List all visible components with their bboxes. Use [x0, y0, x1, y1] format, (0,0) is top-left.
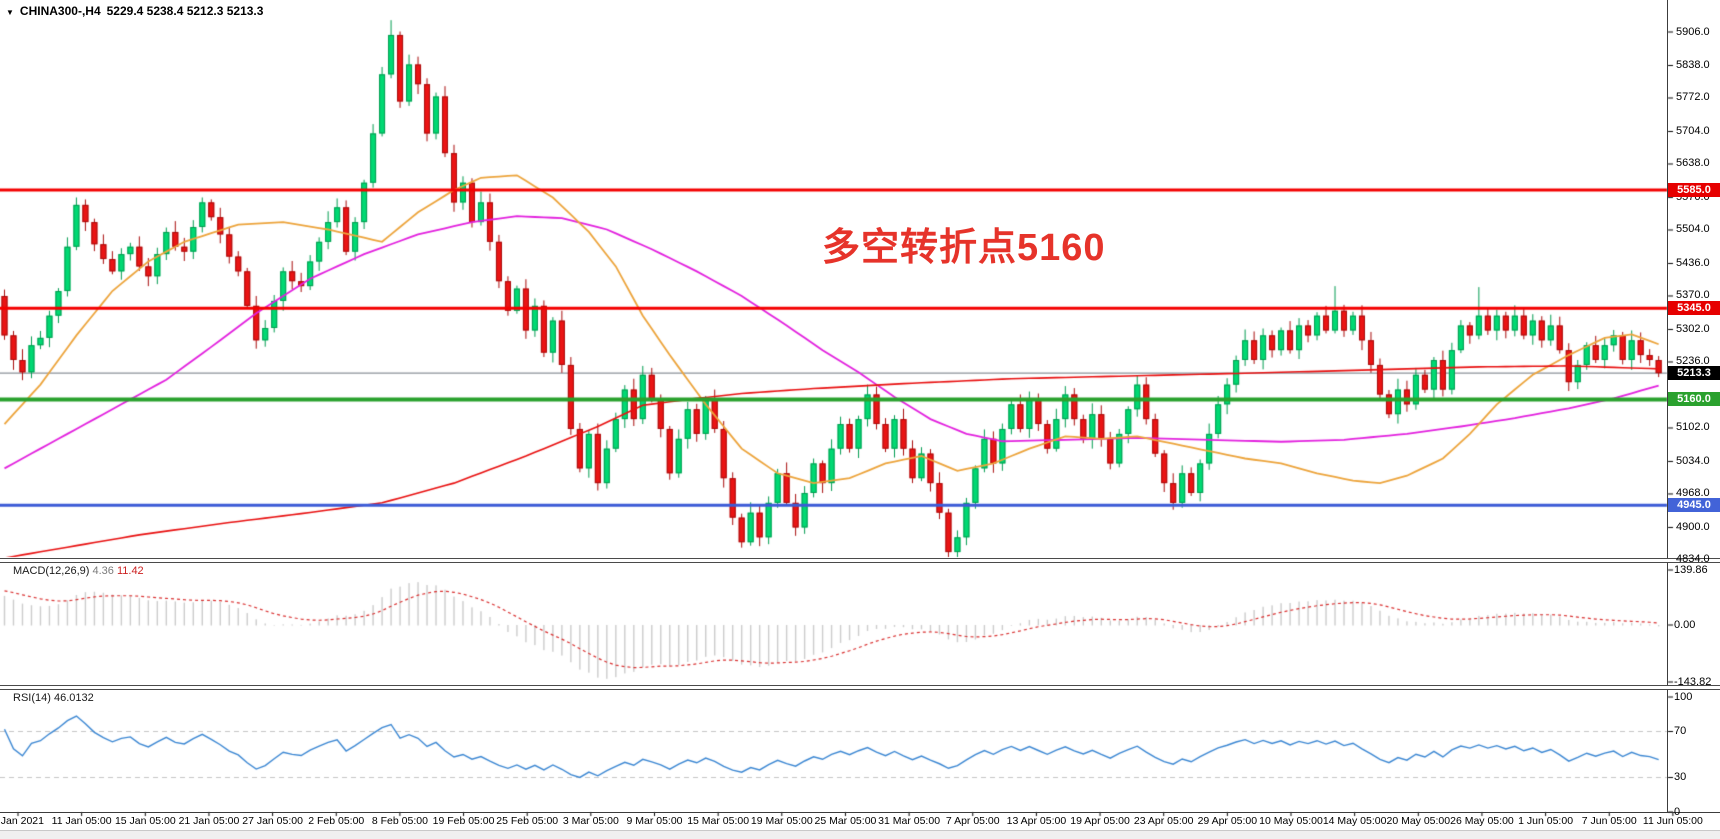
time-axis-label: 25 Feb 05:00 — [496, 815, 559, 827]
time-axis-label: 10 May 05:00 — [1259, 815, 1323, 827]
price-axis-label: 5906.0 — [1676, 25, 1710, 38]
price-badge[interactable]: 5585.0 — [1668, 183, 1720, 198]
price-axis-label: 5772.0 — [1676, 91, 1710, 104]
chart-title: ▼ CHINA300-,H4 5229.4 5238.4 5212.3 5213… — [6, 4, 263, 18]
rsi-axis-label: 70 — [1674, 725, 1687, 737]
price-badge[interactable]: 5213.3 — [1668, 366, 1720, 381]
symbol-dropdown-icon[interactable]: ▼ — [6, 7, 14, 17]
time-axis-label: 1 Jun 05:00 — [1518, 815, 1574, 827]
macd-axis-label: 0.00 — [1674, 618, 1696, 631]
time-axis-label: 21 Jan 05:00 — [178, 815, 240, 827]
time-axis-label: 29 Apr 05:00 — [1197, 815, 1258, 827]
macd-axis-label: 139.86 — [1674, 563, 1708, 576]
price-axis-label: 5838.0 — [1676, 58, 1710, 71]
price-axis-label: 5236.0 — [1676, 355, 1710, 368]
time-axis-label: 19 Feb 05:00 — [432, 815, 495, 827]
time-axis-label: 20 May 05:00 — [1386, 815, 1451, 827]
price-axis-label: 5504.0 — [1676, 223, 1710, 236]
ohlc-values: 5229.4 5238.4 5212.3 5213.3 — [106, 4, 264, 18]
time-axis-label: 5 Jan 2021 — [0, 815, 44, 827]
price-badge[interactable]: 4945.0 — [1668, 498, 1720, 513]
price-axis-border — [1667, 0, 1668, 812]
symbol-timeframe-label: CHINA300-,H4 — [19, 4, 101, 18]
time-axis-label: 3 Mar 05:00 — [562, 815, 619, 827]
macd-signal-value: 11.42 — [116, 565, 144, 577]
price-axis-label: 5704.0 — [1676, 124, 1710, 137]
time-axis-label: 23 Apr 05:00 — [1133, 815, 1194, 827]
price-axis-label: 5302.0 — [1676, 322, 1710, 335]
rsi-axis-label: 100 — [1674, 690, 1693, 703]
price-axis-label: 5034.0 — [1676, 454, 1710, 467]
time-axis-label: 13 Apr 05:00 — [1006, 815, 1067, 827]
time-axis-label: 14 May 05:00 — [1322, 815, 1387, 827]
time-axis-label: 15 Jan 05:00 — [114, 815, 176, 827]
time-axis-label: 7 Apr 05:00 — [945, 815, 1000, 827]
time-axis-label: 25 Mar 05:00 — [814, 815, 877, 827]
time-axis-border — [0, 812, 1720, 813]
price-axis-label: 5102.0 — [1676, 421, 1710, 434]
time-axis-label: 11 Jun 05:00 — [1642, 815, 1703, 827]
time-axis-label: 2 Feb 05:00 — [308, 815, 365, 827]
panel-separator-rsi[interactable] — [0, 685, 1720, 690]
macd-indicator-label: MACD(12,26,9) 4.36 11.42 — [13, 565, 144, 577]
price-axis-label: 5436.0 — [1676, 256, 1710, 269]
price-badge[interactable]: 5160.0 — [1668, 392, 1720, 407]
time-axis-label: 7 Jun 05:00 — [1581, 815, 1637, 827]
price-axis-label: 4834.0 — [1676, 553, 1710, 566]
rsi-axis-label: 30 — [1674, 771, 1687, 783]
panel-separator-macd[interactable] — [0, 558, 1720, 563]
time-axis-label: 19 Apr 05:00 — [1070, 815, 1130, 827]
price-axis-label: 4968.0 — [1676, 487, 1710, 500]
time-axis-label: 8 Feb 05:00 — [371, 815, 428, 827]
price-axis-label: 4900.0 — [1676, 520, 1710, 533]
time-axis-label: 11 Jan 05:00 — [51, 815, 112, 827]
macd-main-value: 4.36 — [92, 565, 114, 577]
time-axis-label: 15 Mar 05:00 — [687, 815, 750, 827]
time-axis-label: 19 Mar 05:00 — [750, 815, 813, 827]
price-axis-label: 5638.0 — [1676, 157, 1710, 170]
time-axis-label: 26 May 05:00 — [1450, 815, 1514, 827]
rsi-axis-label: 0 — [1674, 805, 1681, 818]
time-axis-label: 27 Jan 05:00 — [242, 815, 303, 827]
annotation-text: 多空转折点5160 — [822, 227, 1106, 269]
rsi-value: 46.0132 — [53, 692, 94, 704]
price-badge[interactable]: 5345.0 — [1668, 301, 1720, 316]
time-axis-label: 31 Mar 05:00 — [878, 815, 941, 827]
bottom-scroll-strip[interactable] — [0, 830, 1720, 839]
macd-axis-label: -143.82 — [1674, 675, 1712, 688]
rsi-indicator-label: RSI(14) 46.0132 — [13, 692, 94, 704]
time-axis-label: 9 Mar 05:00 — [626, 815, 683, 827]
price-axis-label: 5370.0 — [1676, 289, 1710, 302]
